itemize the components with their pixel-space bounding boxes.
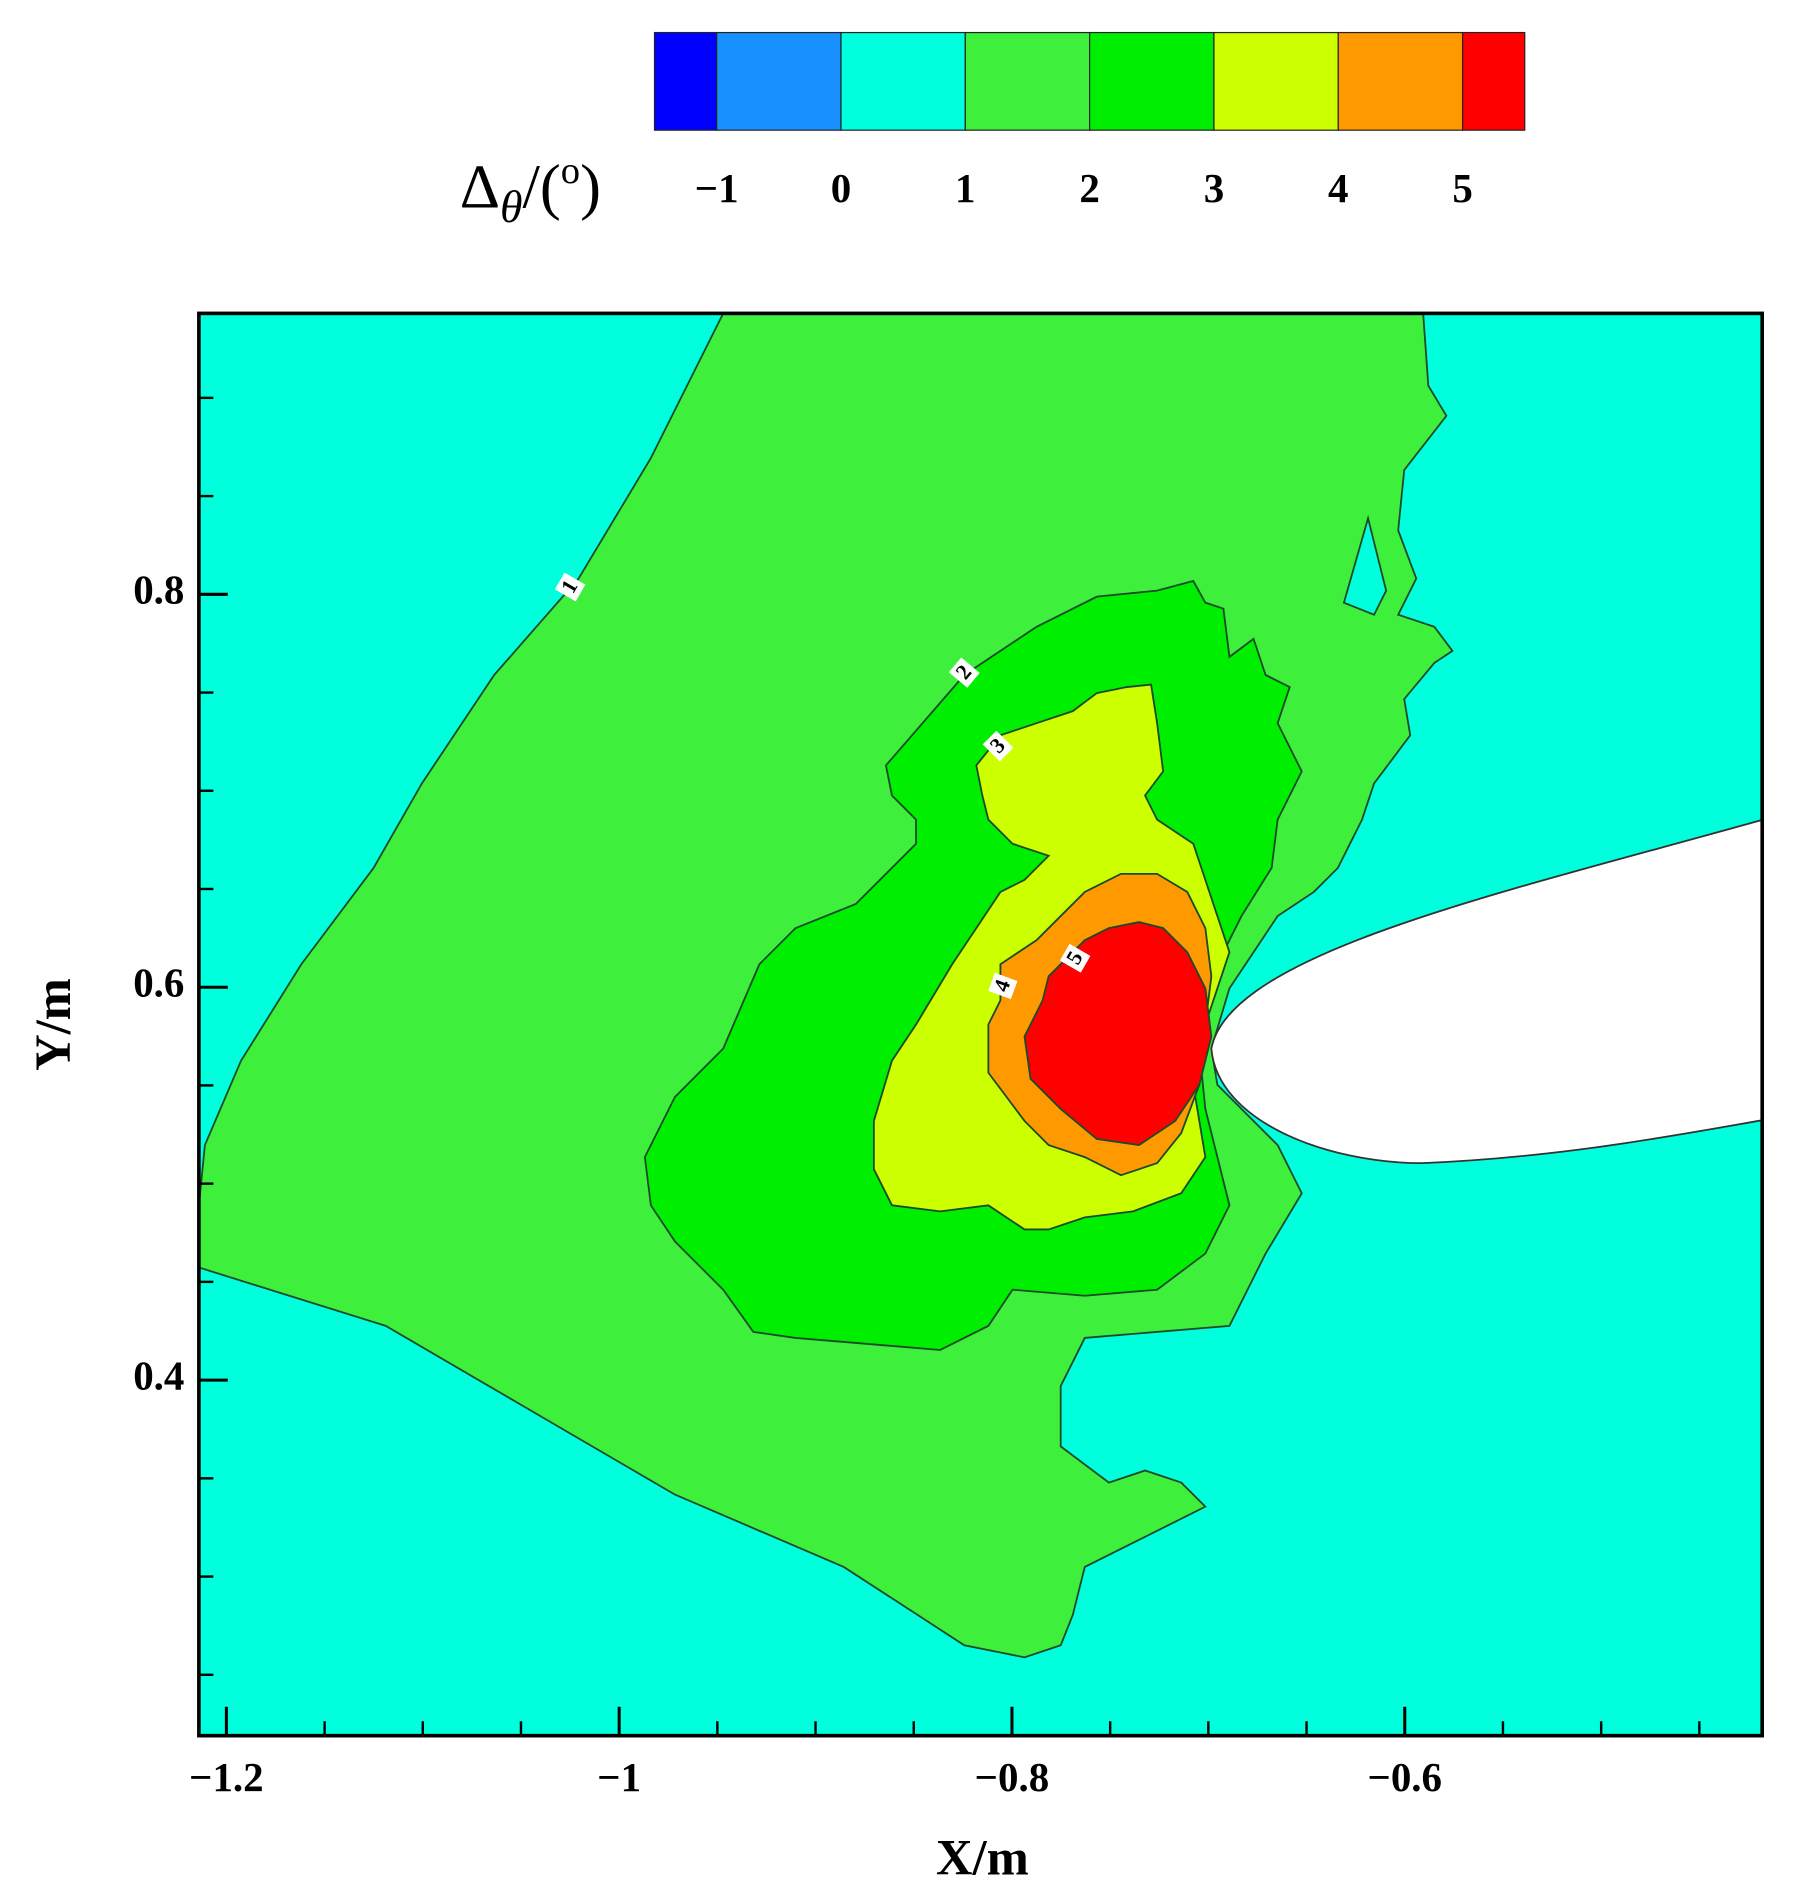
y-tick-label: 0.6 — [133, 960, 184, 1006]
colorbar-segment — [1089, 31, 1215, 131]
contour-label-box — [982, 730, 1014, 762]
plot-frame — [197, 311, 1765, 1738]
contour-label-box — [988, 972, 1018, 1000]
x-tick-label: −0.6 — [1367, 1754, 1442, 1800]
colorbar-segment — [716, 31, 842, 131]
colorbar-tick-label: 0 — [831, 165, 851, 211]
contour-label: 5 — [1059, 943, 1091, 973]
contour-label-box — [554, 572, 586, 602]
contour-label-box — [948, 657, 980, 688]
contour-region — [1342, 514, 1388, 616]
contour-label-box — [1059, 943, 1091, 973]
airfoil-body — [1210, 818, 1763, 1165]
contour-label: 1 — [554, 572, 586, 602]
x-tick-label: −1.2 — [189, 1754, 264, 1800]
colorbar-segment — [964, 31, 1091, 131]
y-tick-label: 0.8 — [133, 567, 184, 613]
plot-area — [198, 313, 1763, 1736]
colorbar-tick-label: 4 — [1328, 165, 1348, 211]
colorbar-segment — [653, 31, 718, 131]
y-axis-label: Y/m — [25, 978, 81, 1071]
colorbar-segment — [1213, 31, 1339, 131]
x-axis-label: X/m — [936, 1829, 1029, 1885]
colorbar-label-part: ) — [580, 151, 601, 221]
colorbar-tick-label: 2 — [1079, 165, 1099, 211]
contour-label: 4 — [988, 972, 1018, 1000]
colorbar-segment — [1337, 31, 1464, 131]
contour-region — [1023, 921, 1213, 1147]
colorbar-label-part: o — [561, 150, 580, 192]
colorbar-tick-label: −1 — [695, 165, 739, 211]
x-tick-label: −0.8 — [975, 1754, 1050, 1800]
colorbar-label-part: /( — [523, 151, 561, 221]
colorbar-label-part: Δ — [460, 151, 500, 221]
colorbar-label-part: θ — [500, 181, 523, 232]
x-tick-label: −1 — [597, 1754, 641, 1800]
colorbar-tick-label: 1 — [955, 165, 975, 211]
y-tick-label: 0.4 — [133, 1353, 184, 1399]
colorbar-tick-label: 3 — [1204, 165, 1224, 211]
colorbar-segment — [840, 31, 966, 131]
colorbar-label: Δθ/(o) — [460, 150, 601, 232]
contour-label: 2 — [948, 657, 980, 688]
colorbar-segment — [1461, 31, 1526, 131]
colorbar-tick-label: 5 — [1452, 165, 1472, 211]
